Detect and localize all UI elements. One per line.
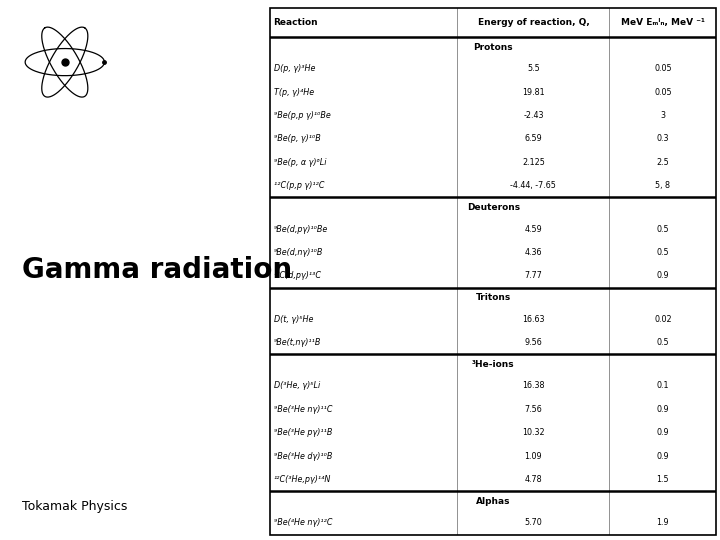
Text: 16.63: 16.63 [522, 315, 544, 323]
Text: D(t, γ)⁵He: D(t, γ)⁵He [274, 315, 313, 323]
Text: Tokamak Physics: Tokamak Physics [22, 500, 127, 513]
Text: 0.9: 0.9 [657, 271, 669, 280]
Text: D(p, γ)³He: D(p, γ)³He [274, 64, 315, 73]
Text: 4.78: 4.78 [525, 475, 542, 484]
Text: 4.59: 4.59 [524, 225, 542, 234]
Text: 7.77: 7.77 [524, 271, 542, 280]
Text: 1.5: 1.5 [657, 475, 669, 484]
Text: 1.9: 1.9 [657, 518, 669, 528]
Text: D(³He, γ)⁵Li: D(³He, γ)⁵Li [274, 381, 320, 390]
Text: 0.05: 0.05 [654, 64, 672, 73]
Text: ⁹Be(p, γ)¹⁰B: ⁹Be(p, γ)¹⁰B [274, 134, 320, 144]
Text: -4.44, -7.65: -4.44, -7.65 [510, 181, 557, 190]
Text: ¹²C(p,p γ)¹²C: ¹²C(p,p γ)¹²C [274, 181, 324, 190]
Text: 4.36: 4.36 [525, 248, 542, 257]
Text: 0.9: 0.9 [657, 428, 669, 437]
Text: 16.38: 16.38 [522, 381, 544, 390]
Text: ⁹Be(³He dγ)¹⁰B: ⁹Be(³He dγ)¹⁰B [274, 451, 332, 461]
Text: ⁹Be(t,nγ)¹¹B: ⁹Be(t,nγ)¹¹B [274, 338, 321, 347]
Text: 10.32: 10.32 [522, 428, 545, 437]
Text: 1.09: 1.09 [525, 451, 542, 461]
Text: ¹²C(d,pγ)¹³C: ¹²C(d,pγ)¹³C [274, 271, 322, 280]
Text: ⁹Be(d,nγ)¹⁰B: ⁹Be(d,nγ)¹⁰B [274, 248, 323, 257]
Text: 0.5: 0.5 [657, 225, 669, 234]
Text: ⁹Be(d,pγ)¹⁰Be: ⁹Be(d,pγ)¹⁰Be [274, 225, 328, 234]
Text: ³He-ions: ³He-ions [472, 360, 515, 369]
Text: 0.05: 0.05 [654, 87, 672, 97]
Text: ⁹Be(³He nγ)¹¹C: ⁹Be(³He nγ)¹¹C [274, 405, 332, 414]
Text: 0.02: 0.02 [654, 315, 672, 323]
Text: T(p, γ)⁴He: T(p, γ)⁴He [274, 87, 314, 97]
Text: 9.56: 9.56 [524, 338, 542, 347]
Text: ⁹Be(³He pγ)¹¹B: ⁹Be(³He pγ)¹¹B [274, 428, 332, 437]
Text: -2.43: -2.43 [523, 111, 544, 120]
Text: 2.5: 2.5 [657, 158, 669, 167]
Text: Alphas: Alphas [476, 497, 510, 506]
Text: 5, 8: 5, 8 [655, 181, 670, 190]
Text: MeV Eₘᴵₙ, MeV ⁻¹: MeV Eₘᴵₙ, MeV ⁻¹ [621, 18, 705, 27]
Text: 0.5: 0.5 [657, 248, 669, 257]
Text: 0.3: 0.3 [657, 134, 669, 144]
Text: 0.9: 0.9 [657, 451, 669, 461]
Text: ⁹Be(⁴He nγ)¹²C: ⁹Be(⁴He nγ)¹²C [274, 518, 332, 528]
Text: Tritons: Tritons [476, 293, 510, 302]
Text: 19.81: 19.81 [522, 87, 545, 97]
Text: Deuterons: Deuterons [467, 203, 520, 212]
Text: 5.70: 5.70 [524, 518, 542, 528]
Text: 7.56: 7.56 [524, 405, 542, 414]
Text: 0.1: 0.1 [657, 381, 669, 390]
Text: ⁹Be(p,p γ)¹⁰Be: ⁹Be(p,p γ)¹⁰Be [274, 111, 330, 120]
Text: Reaction: Reaction [274, 18, 318, 27]
Text: 2.125: 2.125 [522, 158, 545, 167]
Text: Protons: Protons [473, 43, 513, 51]
Text: 6.59: 6.59 [524, 134, 542, 144]
Text: 0.5: 0.5 [657, 338, 669, 347]
Text: 0.9: 0.9 [657, 405, 669, 414]
Text: Energy of reaction, Q,: Energy of reaction, Q, [477, 18, 589, 27]
Text: 3: 3 [660, 111, 665, 120]
Text: 5.5: 5.5 [527, 64, 540, 73]
Text: Gamma radiation: Gamma radiation [22, 256, 292, 284]
Text: ¹²C(³He,pγ)¹⁴N: ¹²C(³He,pγ)¹⁴N [274, 475, 331, 484]
Text: ⁹Be(p, α γ)⁶Li: ⁹Be(p, α γ)⁶Li [274, 158, 326, 167]
